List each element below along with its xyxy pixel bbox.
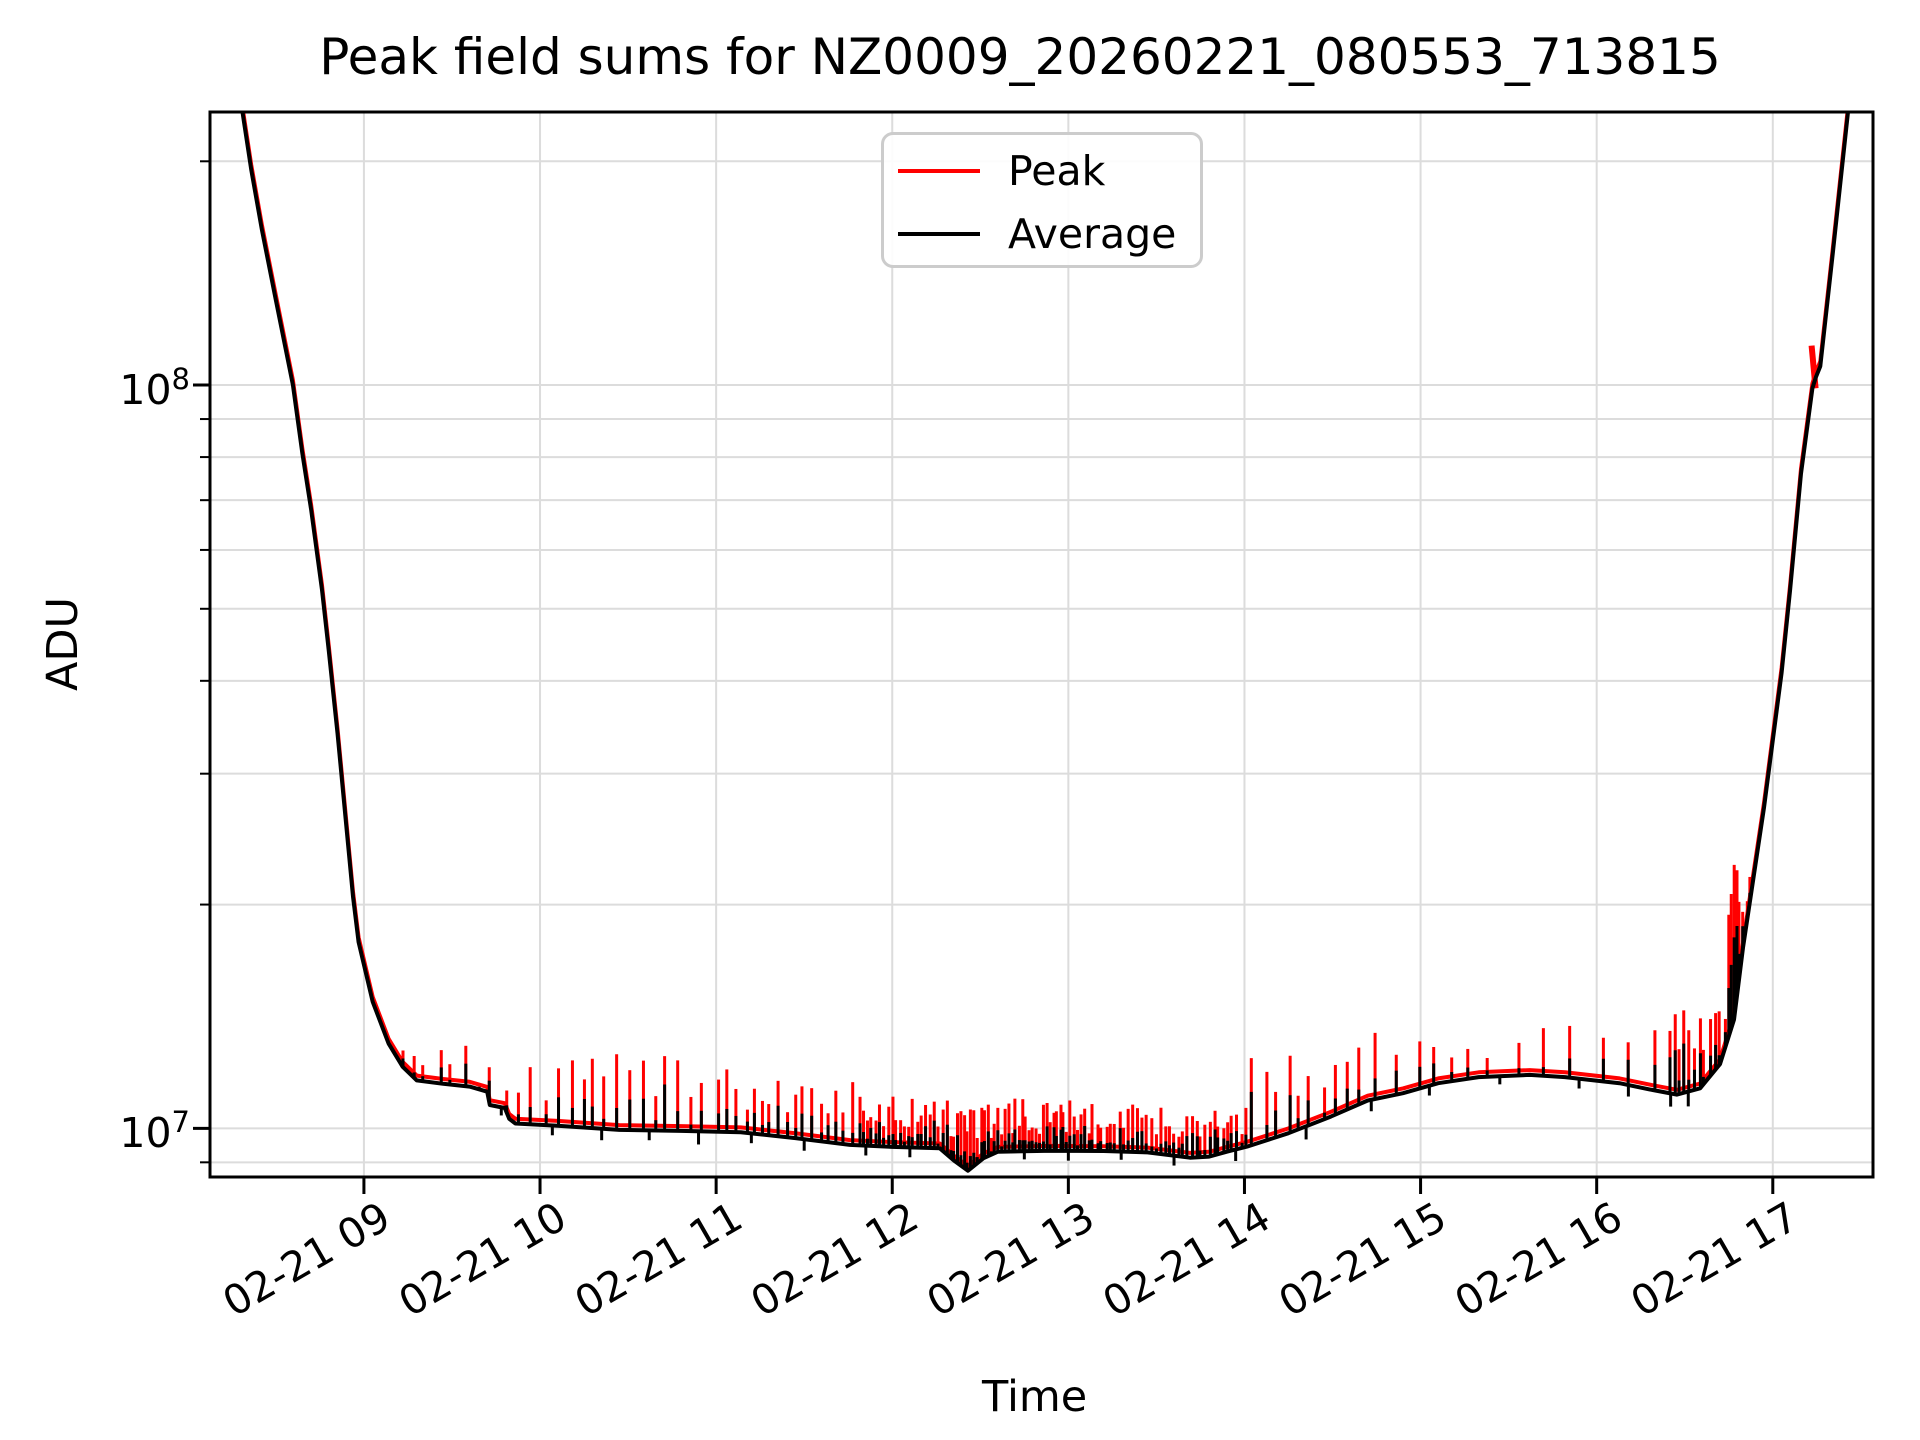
grid-lines	[210, 112, 1873, 1177]
y-axis-label: ADU	[38, 597, 88, 691]
legend-item-average: Average	[884, 210, 1177, 258]
peak-line-swatch	[898, 169, 980, 173]
legend: Peak Average	[881, 132, 1203, 268]
axis-tick-marks	[193, 160, 1775, 1194]
legend-item-peak: Peak	[884, 147, 1106, 195]
y-tick-label: 107	[119, 1105, 190, 1158]
legend-label-peak: Peak	[1008, 147, 1106, 195]
y-tick-label: 108	[119, 362, 190, 414]
average-line-swatch	[898, 232, 980, 236]
data-series	[240, 112, 1851, 1173]
legend-label-average: Average	[1008, 210, 1177, 258]
axes-frame	[208, 110, 1875, 1179]
x-axis-label: Time	[982, 1372, 1088, 1422]
chart-title: Peak field sums for NZ0009_20260221_0805…	[319, 28, 1721, 86]
